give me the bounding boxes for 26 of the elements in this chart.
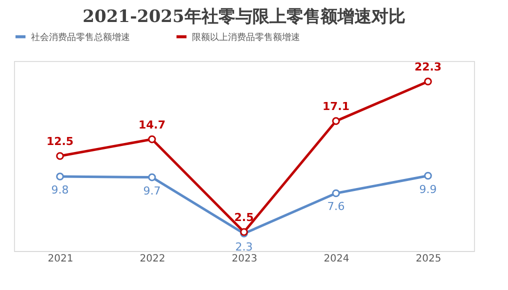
data-label: 22.3: [414, 60, 442, 74]
chart-title: 2021-2025年社零与限上零售额增速对比: [82, 7, 406, 27]
data-label: 2.5: [234, 211, 254, 224]
data-label: 7.6: [327, 200, 345, 214]
point: [424, 172, 432, 180]
point: [332, 189, 340, 198]
data-label: 9.9: [419, 182, 437, 196]
data-label: 9.8: [51, 184, 69, 197]
legend-label: 限额以上消费品零售额增速: [192, 32, 300, 43]
x-tick-label: 2021: [48, 254, 74, 264]
point: [424, 78, 432, 86]
legend-label: 社会消费品零售总额增速: [31, 32, 130, 43]
x-tick-label: 2024: [324, 254, 350, 264]
point: [148, 135, 156, 144]
point: [56, 172, 64, 180]
point: [56, 152, 64, 160]
x-tick-label: 2025: [416, 254, 442, 264]
x-tick-label: 2023: [232, 254, 258, 264]
point: [148, 173, 156, 182]
data-label: 14.7: [138, 118, 166, 132]
x-tick-label: 2022: [140, 254, 166, 264]
data-label: 2.3: [235, 240, 253, 254]
point: [332, 117, 340, 125]
data-label: 9.7: [143, 184, 161, 198]
data-label: 12.5: [46, 135, 74, 148]
data-label: 17.1: [322, 100, 350, 114]
